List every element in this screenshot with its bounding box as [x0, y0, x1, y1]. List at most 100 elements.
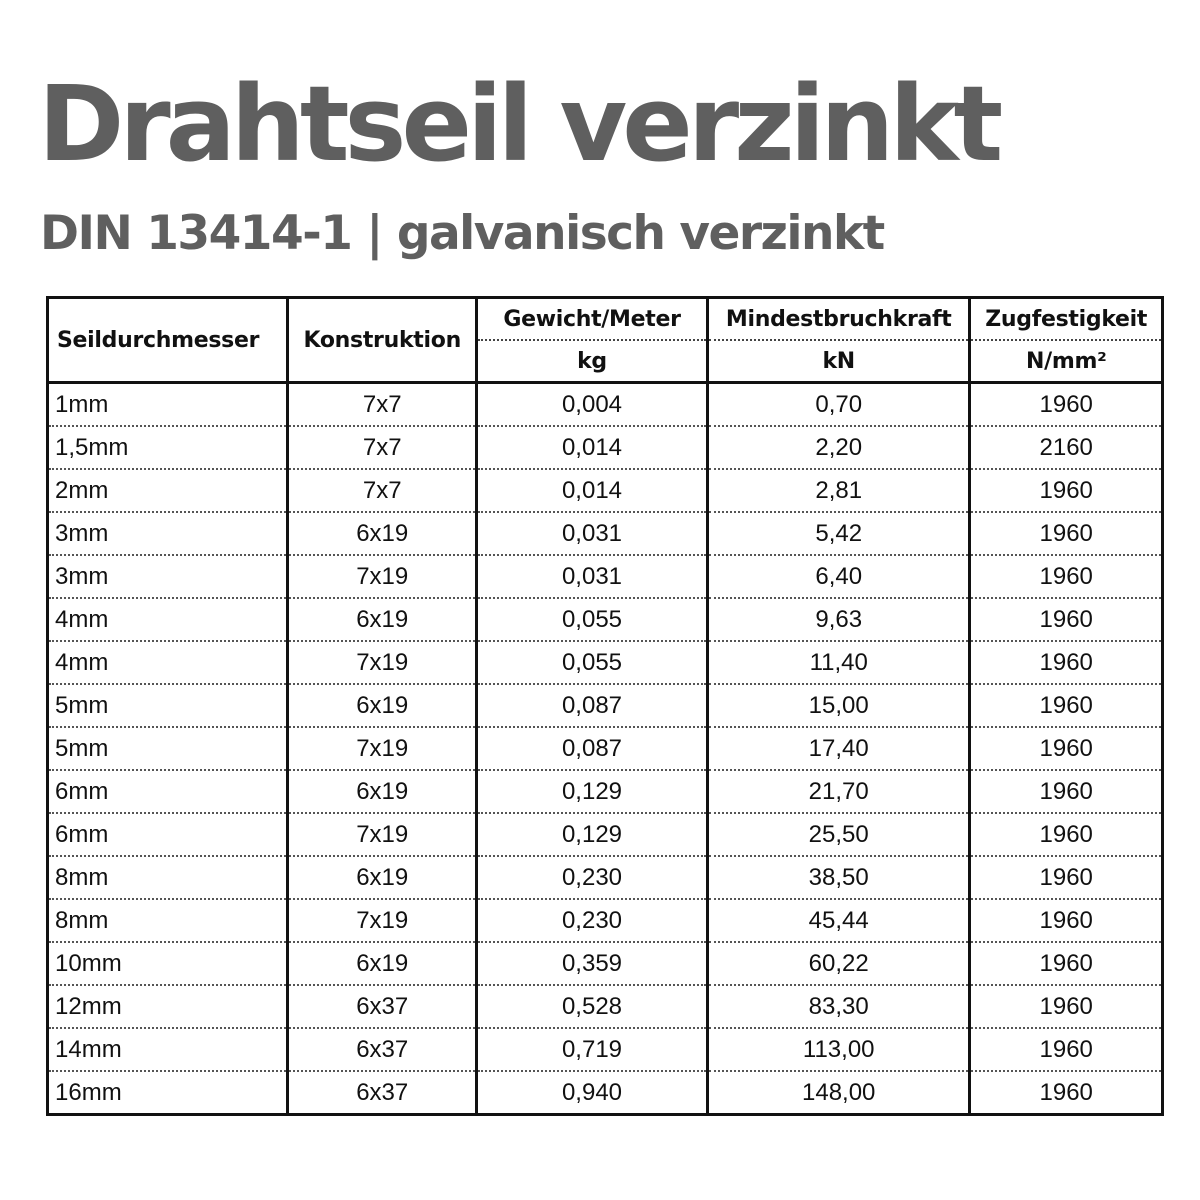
cell-diameter: 1,5mm: [45, 426, 290, 470]
table-row: 8mm 7x19 0,230 45,44 1960: [45, 899, 1164, 943]
cell-construction: 7x19: [286, 813, 478, 857]
cell-diameter: 3mm: [45, 512, 290, 556]
header-tensile-strength-unit: N/mm²: [968, 340, 1164, 384]
cell-breaking-force: 0,70: [705, 382, 972, 427]
table-row: 14mm 6x37 0,719 113,00 1960: [45, 1028, 1164, 1072]
table-row: 16mm 6x37 0,940 148,00 1960: [45, 1071, 1164, 1115]
cell-diameter: 14mm: [45, 1028, 290, 1072]
cell-tensile-strength: 1960: [968, 555, 1164, 599]
cell-breaking-force: 25,50: [705, 813, 972, 857]
cell-construction: 7x7: [286, 469, 478, 513]
header-breaking-force: Mindestbruchkraft: [705, 297, 972, 341]
cell-diameter: 16mm: [45, 1071, 290, 1115]
table-row: 6mm 6x19 0,129 21,70 1960: [45, 770, 1164, 814]
cell-breaking-force: 11,40: [705, 641, 972, 685]
cell-breaking-force: 15,00: [705, 684, 972, 728]
table-row: 3mm 6x19 0,031 5,42 1960: [45, 512, 1164, 556]
cell-tensile-strength: 1960: [968, 1071, 1164, 1115]
cell-diameter: 6mm: [45, 813, 290, 857]
cell-tensile-strength: 1960: [968, 813, 1164, 857]
header-weight-unit: kg: [474, 340, 710, 384]
cell-construction: 6x37: [286, 1028, 478, 1072]
cell-tensile-strength: 1960: [968, 469, 1164, 513]
page-subtitle: DIN 13414-1 | galvanisch verzinkt: [40, 206, 885, 261]
cell-weight: 0,940: [474, 1071, 710, 1115]
cell-breaking-force: 148,00: [705, 1071, 972, 1115]
cell-breaking-force: 2,81: [705, 469, 972, 513]
table-row: 5mm 6x19 0,087 15,00 1960: [45, 684, 1164, 728]
cell-weight: 0,230: [474, 856, 710, 900]
cell-weight: 0,230: [474, 899, 710, 943]
cell-breaking-force: 38,50: [705, 856, 972, 900]
cell-weight: 0,014: [474, 426, 710, 470]
cell-breaking-force: 2,20: [705, 426, 972, 470]
cell-construction: 6x19: [286, 598, 478, 642]
cell-tensile-strength: 1960: [968, 856, 1164, 900]
cell-tensile-strength: 1960: [968, 727, 1164, 771]
cell-breaking-force: 45,44: [705, 899, 972, 943]
cell-weight: 0,031: [474, 555, 710, 599]
wire-rope-spec-table: Seildurchmesser Konstruktion Gewicht/Met…: [45, 296, 1164, 1116]
cell-tensile-strength: 1960: [968, 1028, 1164, 1072]
cell-breaking-force: 60,22: [705, 942, 972, 986]
cell-weight: 0,004: [474, 382, 710, 427]
cell-diameter: 3mm: [45, 555, 290, 599]
table-row: 5mm 7x19 0,087 17,40 1960: [45, 727, 1164, 771]
cell-construction: 6x37: [286, 1071, 478, 1115]
cell-tensile-strength: 1960: [968, 684, 1164, 728]
cell-construction: 7x7: [286, 382, 478, 427]
cell-diameter: 8mm: [45, 856, 290, 900]
cell-diameter: 4mm: [45, 598, 290, 642]
cell-weight: 0,087: [474, 684, 710, 728]
cell-tensile-strength: 2160: [968, 426, 1164, 470]
cell-construction: 7x7: [286, 426, 478, 470]
table-row: 3mm 7x19 0,031 6,40 1960: [45, 555, 1164, 599]
cell-construction: 6x37: [286, 985, 478, 1029]
table-row: 4mm 7x19 0,055 11,40 1960: [45, 641, 1164, 685]
header-diameter: Seildurchmesser: [45, 297, 290, 384]
cell-tensile-strength: 1960: [968, 985, 1164, 1029]
cell-diameter: 5mm: [45, 727, 290, 771]
cell-diameter: 2mm: [45, 469, 290, 513]
cell-construction: 7x19: [286, 555, 478, 599]
cell-diameter: 5mm: [45, 684, 290, 728]
cell-weight: 0,129: [474, 813, 710, 857]
cell-breaking-force: 5,42: [705, 512, 972, 556]
cell-weight: 0,719: [474, 1028, 710, 1072]
table-row: 8mm 6x19 0,230 38,50 1960: [45, 856, 1164, 900]
table-row: 12mm 6x37 0,528 83,30 1960: [45, 985, 1164, 1029]
cell-tensile-strength: 1960: [968, 770, 1164, 814]
cell-tensile-strength: 1960: [968, 899, 1164, 943]
header-construction: Konstruktion: [286, 297, 478, 384]
cell-breaking-force: 83,30: [705, 985, 972, 1029]
cell-weight: 0,014: [474, 469, 710, 513]
cell-construction: 6x19: [286, 770, 478, 814]
cell-weight: 0,129: [474, 770, 710, 814]
table-row: 1mm 7x7 0,004 0,70 1960: [45, 382, 1164, 427]
cell-breaking-force: 6,40: [705, 555, 972, 599]
cell-weight: 0,031: [474, 512, 710, 556]
header-weight: Gewicht/Meter: [474, 297, 710, 341]
cell-weight: 0,055: [474, 598, 710, 642]
cell-weight: 0,359: [474, 942, 710, 986]
cell-weight: 0,087: [474, 727, 710, 771]
cell-breaking-force: 17,40: [705, 727, 972, 771]
cell-breaking-force: 9,63: [705, 598, 972, 642]
cell-diameter: 12mm: [45, 985, 290, 1029]
cell-diameter: 6mm: [45, 770, 290, 814]
cell-diameter: 1mm: [45, 382, 290, 427]
cell-construction: 6x19: [286, 684, 478, 728]
cell-construction: 7x19: [286, 899, 478, 943]
table-row: 2mm 7x7 0,014 2,81 1960: [45, 469, 1164, 513]
cell-breaking-force: 113,00: [705, 1028, 972, 1072]
cell-construction: 6x19: [286, 942, 478, 986]
cell-construction: 6x19: [286, 512, 478, 556]
cell-breaking-force: 21,70: [705, 770, 972, 814]
cell-tensile-strength: 1960: [968, 641, 1164, 685]
cell-construction: 7x19: [286, 727, 478, 771]
cell-construction: 7x19: [286, 641, 478, 685]
cell-construction: 6x19: [286, 856, 478, 900]
cell-tensile-strength: 1960: [968, 598, 1164, 642]
cell-tensile-strength: 1960: [968, 382, 1164, 427]
table-row: 1,5mm 7x7 0,014 2,20 2160: [45, 426, 1164, 470]
